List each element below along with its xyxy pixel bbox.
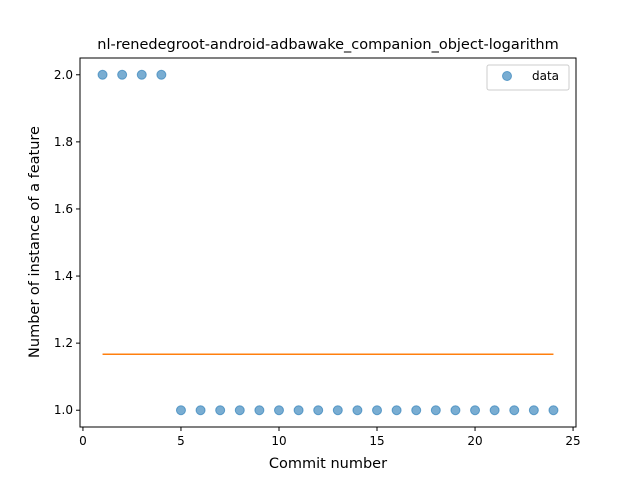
data-point bbox=[548, 405, 559, 416]
y-tick-label: 1.8 bbox=[54, 135, 73, 149]
data-point bbox=[117, 69, 128, 80]
data-point bbox=[215, 405, 226, 416]
data-point bbox=[97, 69, 108, 80]
data-point bbox=[391, 405, 402, 416]
x-axis-label: Commit number bbox=[269, 456, 387, 472]
x-tick-label: 10 bbox=[271, 434, 286, 448]
data-point bbox=[509, 405, 520, 416]
data-point bbox=[470, 405, 481, 416]
data-point bbox=[411, 405, 422, 416]
data-point bbox=[136, 69, 147, 80]
y-tick-label: 1.0 bbox=[54, 403, 73, 417]
legend-label-data: data bbox=[532, 69, 559, 83]
data-point bbox=[273, 405, 284, 416]
x-axis: 0 5 10 15 20 25 bbox=[79, 427, 581, 448]
x-tick-label: 25 bbox=[565, 434, 580, 448]
data-point bbox=[313, 405, 324, 416]
data-point bbox=[254, 405, 265, 416]
data-point bbox=[293, 405, 304, 416]
y-axis: 1.0 1.2 1.4 1.6 1.8 2.0 bbox=[54, 68, 80, 417]
data-point bbox=[489, 405, 500, 416]
y-tick-label: 1.6 bbox=[54, 202, 73, 216]
data-point bbox=[528, 405, 539, 416]
legend-marker-data bbox=[502, 71, 512, 81]
data-point bbox=[234, 405, 245, 416]
data-point bbox=[175, 405, 186, 416]
data-point bbox=[430, 405, 441, 416]
data-point bbox=[372, 405, 383, 416]
legend: data bbox=[486, 64, 570, 91]
y-axis-label: Number of instance of a feature bbox=[27, 126, 43, 358]
x-tick-label: 0 bbox=[79, 434, 87, 448]
x-tick-label: 5 bbox=[177, 434, 185, 448]
data-point bbox=[156, 69, 167, 80]
data-point bbox=[450, 405, 461, 416]
data-point bbox=[332, 405, 343, 416]
x-tick-label: 15 bbox=[369, 434, 384, 448]
data-point bbox=[352, 405, 363, 416]
y-tick-label: 2.0 bbox=[54, 68, 73, 82]
plot-frame bbox=[79, 57, 577, 428]
y-tick-label: 1.2 bbox=[54, 336, 73, 350]
data-point bbox=[195, 405, 206, 416]
chart-title: nl-renedegroot-android-adbawake_companio… bbox=[97, 37, 558, 53]
x-tick-label: 20 bbox=[467, 434, 482, 448]
y-tick-label: 1.4 bbox=[54, 269, 73, 283]
